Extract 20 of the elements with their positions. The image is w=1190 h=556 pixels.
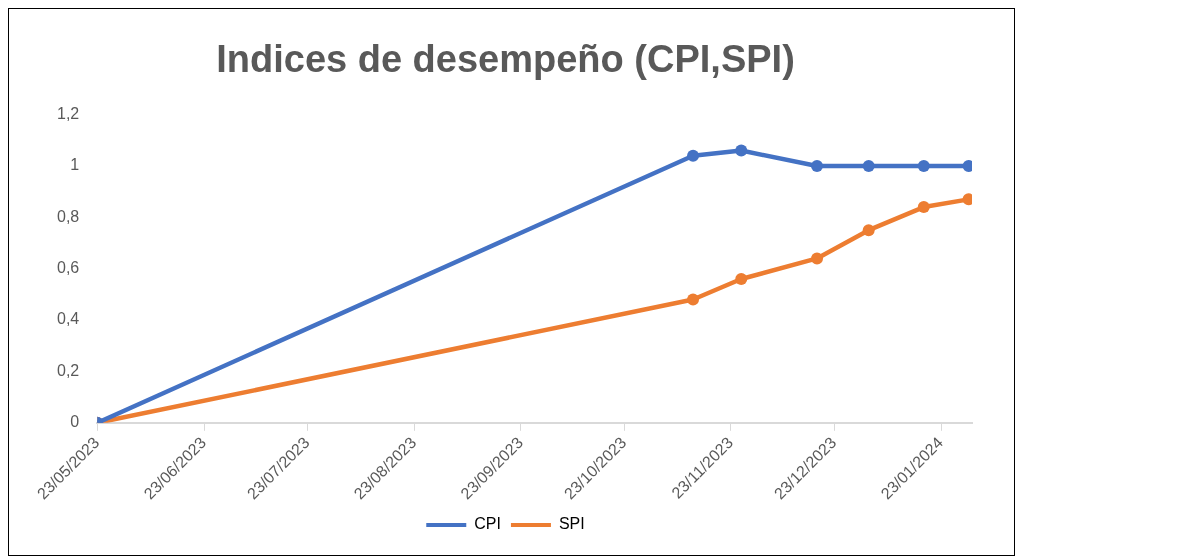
legend-label: SPI [558,515,585,533]
point [687,149,700,162]
point [862,224,875,237]
point [917,201,930,214]
point [735,272,748,285]
point [862,159,875,172]
chart-title: Indices de desempeño (CPI,SPI) [216,38,795,81]
y-tick-label: 0,8 [56,207,80,225]
y-tick-label: 0 [70,413,80,431]
point [811,252,824,265]
y-tick-label: 1,2 [56,105,80,123]
point [735,144,748,157]
y-tick-label: 0,6 [56,259,80,277]
legend-label: CPI [474,515,501,533]
point [811,159,824,172]
y-tick-label: 0,4 [56,310,80,328]
y-tick-label: 1 [70,156,80,174]
point [687,293,700,306]
y-tick-label: 0,2 [56,361,80,379]
point [917,159,930,172]
